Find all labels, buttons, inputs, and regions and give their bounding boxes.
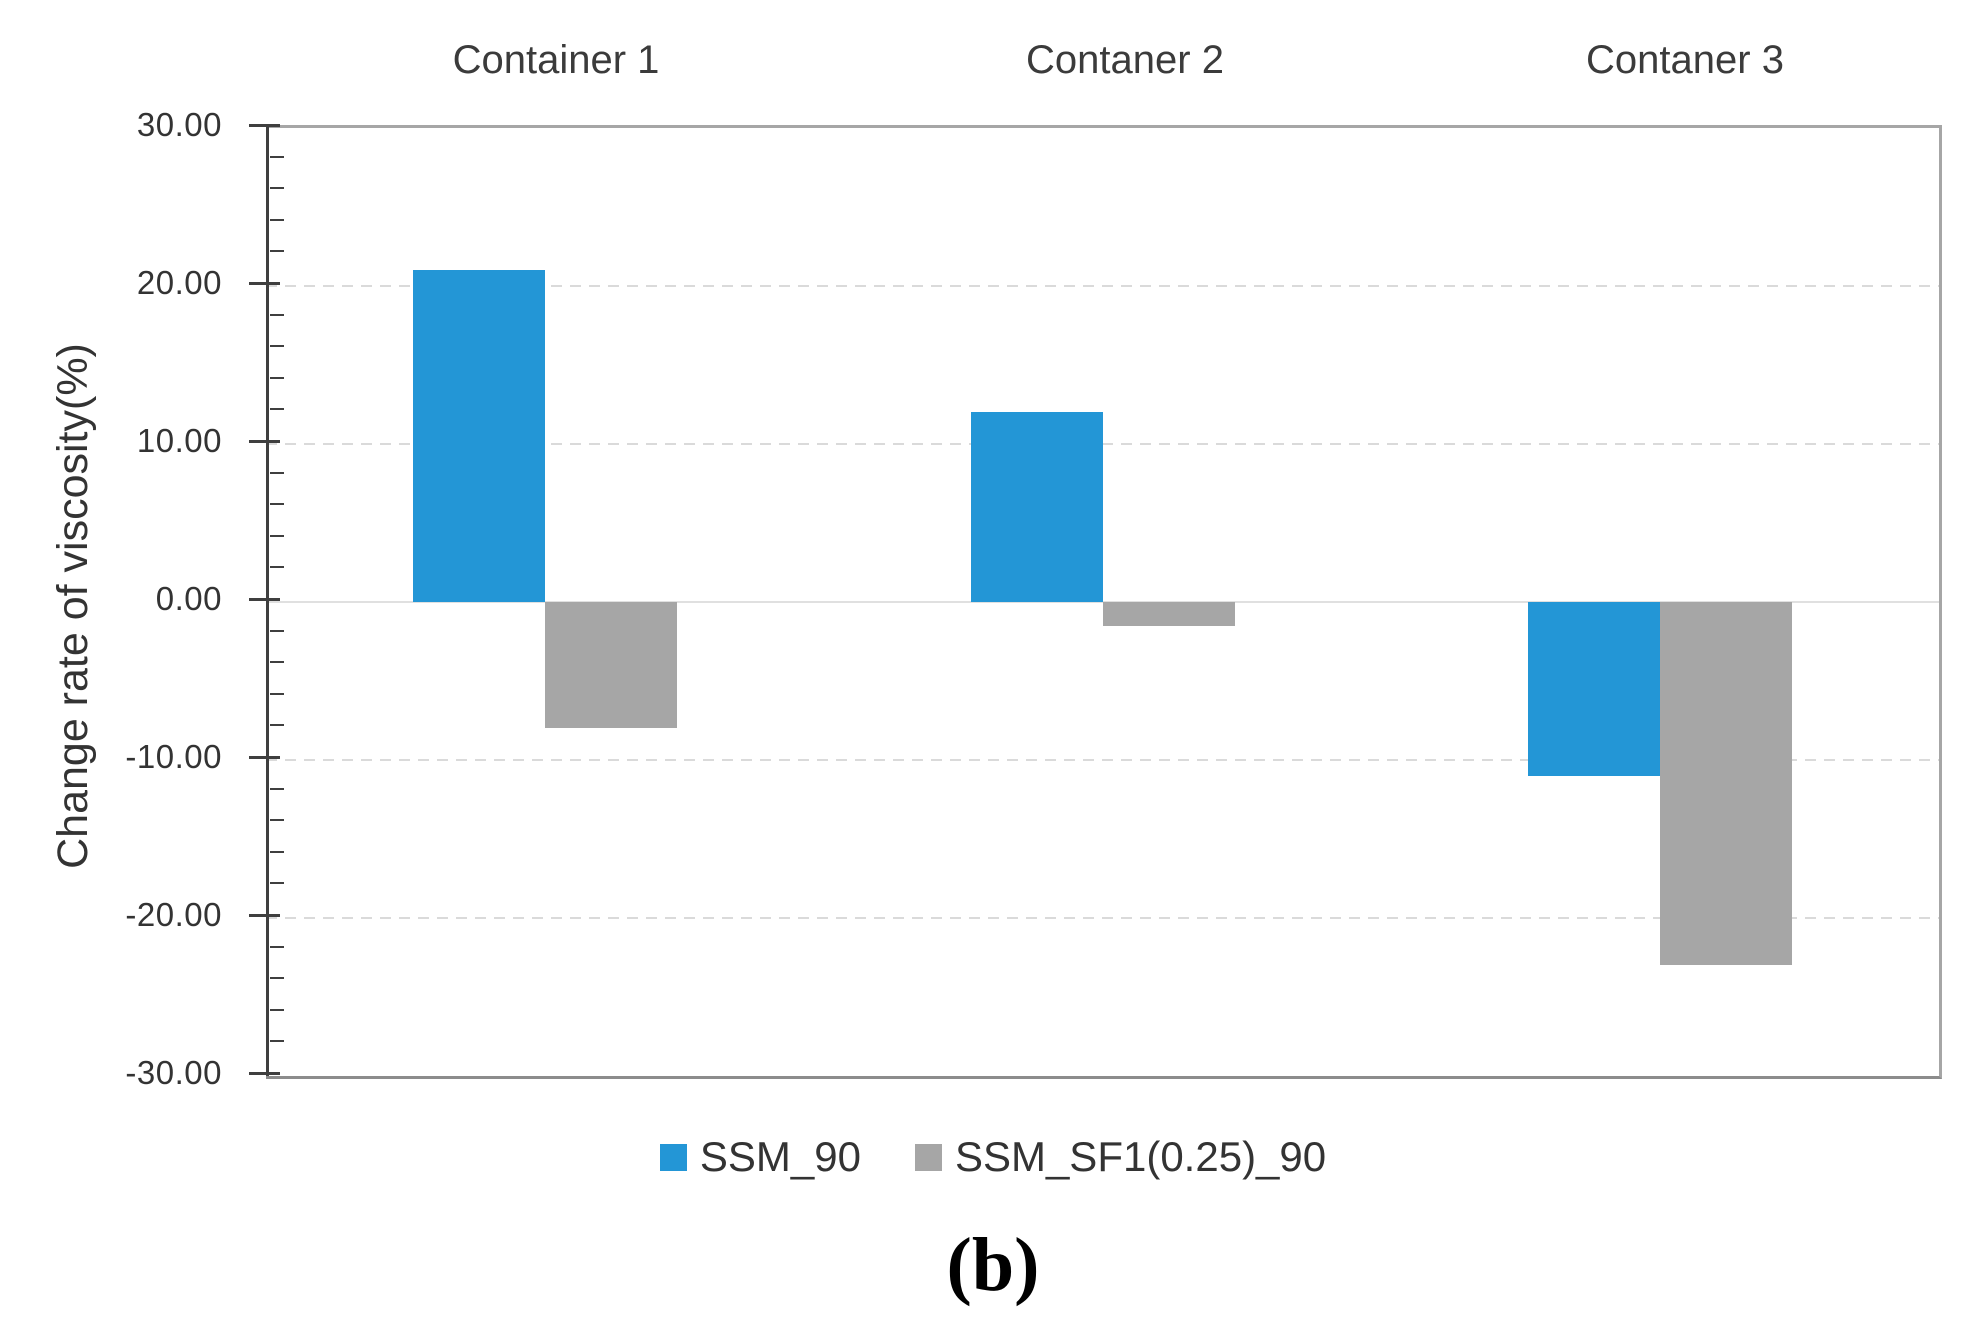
y-tick-label-20: 20.00: [136, 264, 222, 301]
gridline--20: [266, 917, 1939, 919]
gridline--10: [266, 759, 1939, 761]
y-minor-tick-24: [270, 218, 284, 221]
gridline-10: [266, 443, 1939, 445]
bar-ssm-sf1-0-25-90-group3: [1660, 602, 1793, 966]
y-minor-tick-14: [270, 376, 284, 379]
y-minor-tick--26: [270, 1008, 284, 1011]
y-tick-label-10: 10.00: [136, 422, 222, 459]
y-minor-tick-8: [270, 471, 284, 474]
y-minor-tick--28: [270, 1040, 284, 1043]
legend-item-ssm-sf1-90: SSM_SF1(0.25)_90: [914, 1133, 1327, 1181]
y-minor-tick--14: [270, 819, 284, 822]
bar-ssm-90-group3: [1528, 602, 1661, 776]
legend-swatch-ssm-sf1-90-icon: [914, 1143, 942, 1171]
category-label-container-2: Contaner 2: [1026, 38, 1224, 82]
y-minor-tick-12: [270, 408, 284, 411]
y-major-tick-30: [249, 124, 280, 127]
legend-label-ssm-90: SSM_90: [699, 1133, 861, 1180]
y-minor-tick-2: [270, 566, 284, 569]
y-tick-label-30: 30.00: [136, 106, 222, 143]
y-minor-tick--24: [270, 977, 284, 980]
y-minor-tick--18: [270, 882, 284, 885]
y-minor-tick--16: [270, 850, 284, 853]
legend-label-ssm-sf1-90: SSM_SF1(0.25)_90: [954, 1133, 1327, 1180]
y-major-tick-0: [249, 598, 280, 601]
gridline-20: [266, 285, 1939, 287]
category-label-container-1: Container 1: [452, 38, 660, 82]
y-minor-tick-18: [270, 313, 284, 316]
plot-area: [266, 125, 1942, 1079]
y-major-tick--30: [249, 1072, 280, 1075]
figure-caption: (b): [946, 1223, 1040, 1307]
y-tick-label--30: -30.00: [125, 1054, 222, 1091]
bar-ssm-90-group1: [412, 270, 545, 602]
category-label-container-3: Contaner 3: [1586, 38, 1784, 82]
bar-ssm-sf1-0-25-90-group1: [544, 602, 677, 729]
legend-swatch-ssm-90-icon: [659, 1143, 687, 1171]
y-minor-tick-28: [270, 155, 284, 158]
y-major-tick-10: [249, 440, 280, 443]
y-tick-label--10: -10.00: [125, 738, 222, 775]
y-minor-tick--2: [270, 629, 284, 632]
y-minor-tick--4: [270, 661, 284, 664]
y-minor-tick-4: [270, 534, 284, 537]
y-minor-tick-26: [270, 187, 284, 190]
y-major-tick--20: [249, 914, 280, 917]
y-minor-tick--22: [270, 945, 284, 948]
y-tick-label--20: -20.00: [125, 896, 222, 933]
y-minor-tick--8: [270, 724, 284, 727]
y-tick-label-0: 0.00: [155, 580, 222, 617]
bar-ssm-sf1-0-25-90-group2: [1102, 602, 1235, 626]
y-major-tick-20: [249, 282, 280, 285]
legend-item-ssm-90: SSM_90: [659, 1133, 861, 1181]
y-minor-tick-16: [270, 345, 284, 348]
legend: SSM_90 SSM_SF1(0.25)_90: [0, 1133, 1986, 1181]
y-major-tick--10: [249, 756, 280, 759]
y-minor-tick-6: [270, 503, 284, 506]
y-minor-tick--12: [270, 787, 284, 790]
y-minor-tick-22: [270, 250, 284, 253]
y-minor-tick--6: [270, 692, 284, 695]
bar-ssm-90-group2: [970, 412, 1103, 602]
